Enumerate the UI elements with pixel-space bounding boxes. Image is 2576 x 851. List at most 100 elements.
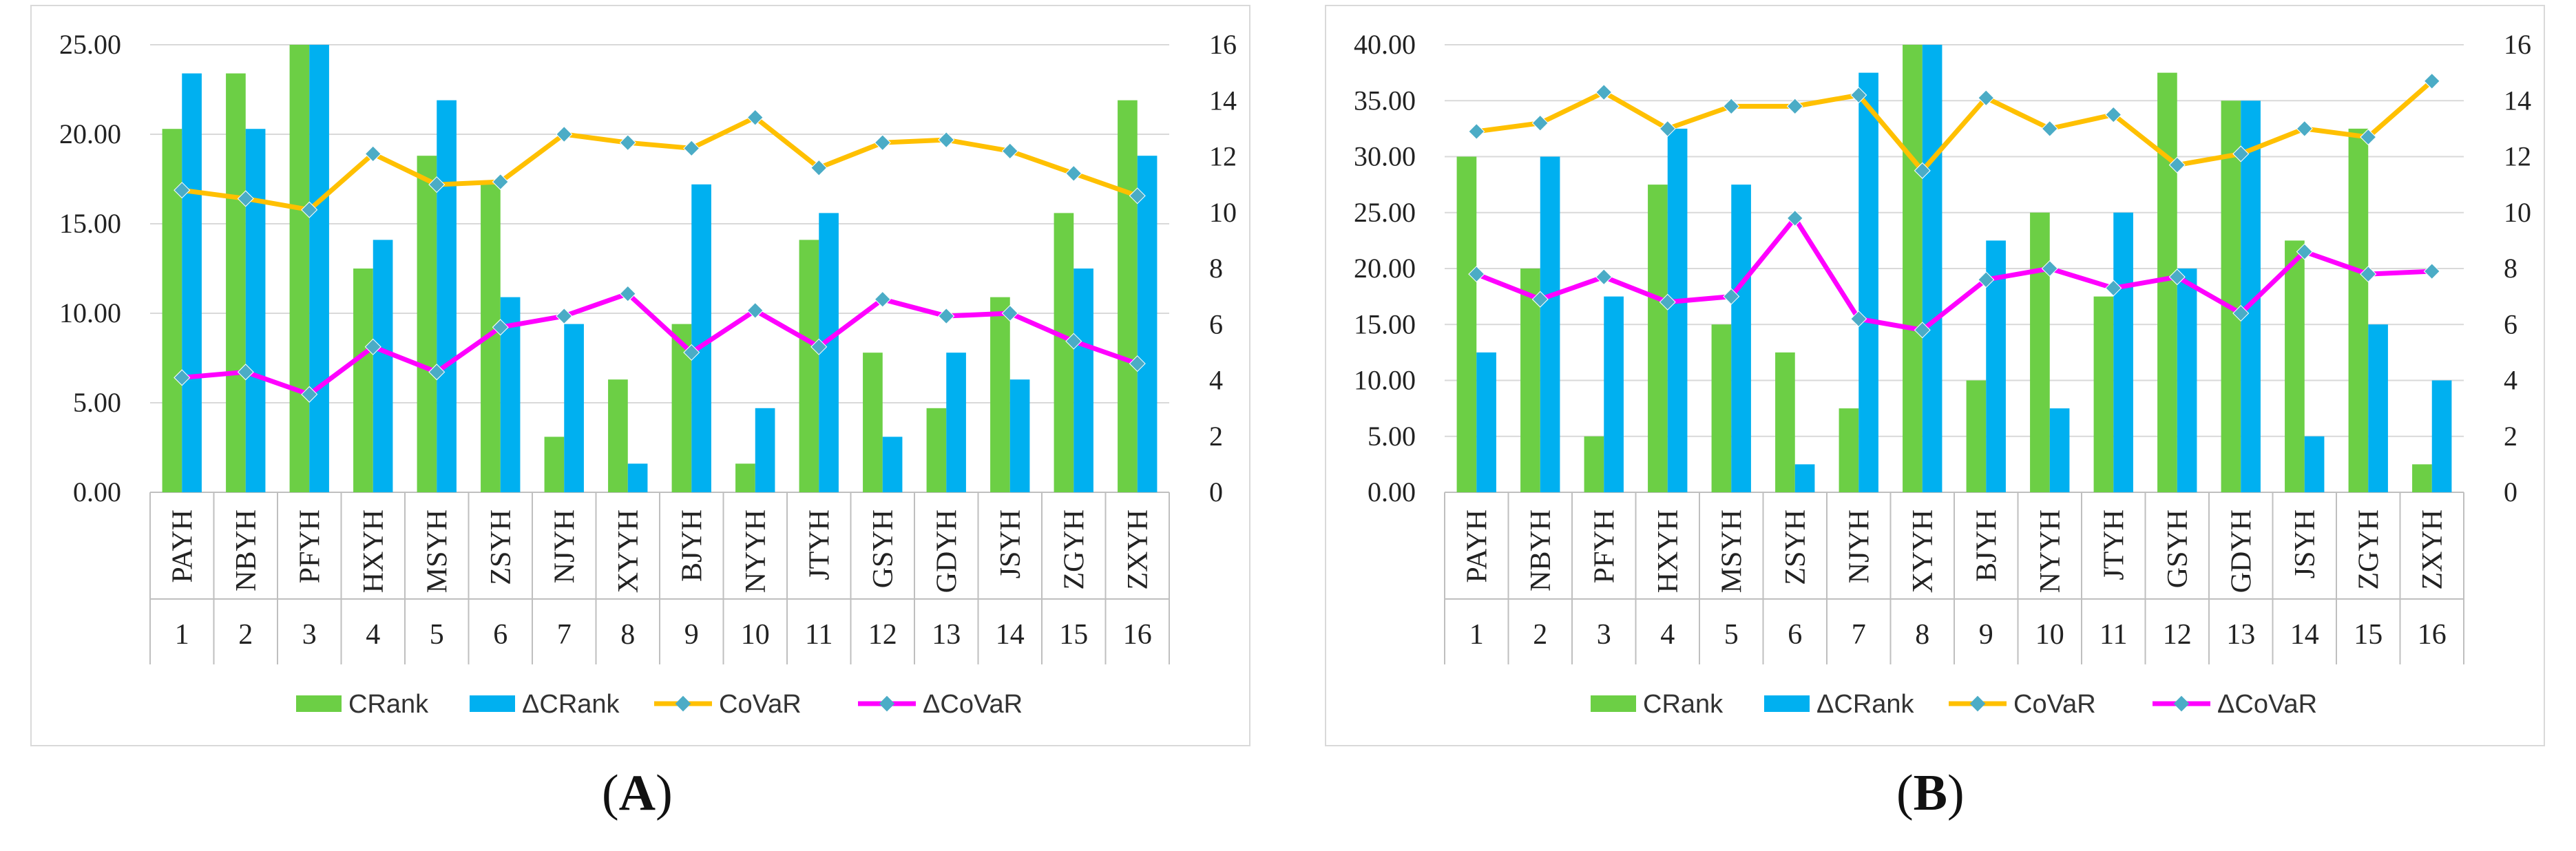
chart-a-bar-dcrank: [564, 324, 584, 492]
chart-b-bar-crank: [1520, 269, 1540, 492]
chart-a-bar-dcrank: [946, 353, 966, 492]
chart-b-bar-crank: [2348, 128, 2369, 492]
chart-b-marker-dcovar: [1786, 209, 1803, 227]
chart-a-bar-crank: [735, 463, 755, 492]
chart-b-bar-crank: [2412, 464, 2432, 492]
chart-b-marker-dcovar: [2296, 243, 2313, 260]
chart-b-bar-dcrank: [1731, 185, 1751, 492]
chart-b-category-label: JTYH: [2098, 509, 2130, 580]
panel-label-b: (B): [1896, 765, 1965, 821]
chart-a-marker-covar: [810, 159, 828, 176]
chart-b-line-dcovar: [1475, 216, 2432, 333]
chart-a-bar-crank: [1118, 100, 1138, 493]
chart-b-marker-covar: [1978, 90, 1995, 107]
chart-b-marker-covar: [1914, 162, 1931, 179]
chart-a-category-index: 2: [238, 619, 253, 651]
chart-a-marker-covar: [364, 145, 381, 162]
chart-a-marker-dcovar: [237, 364, 254, 381]
chart-b-marker-dcovar: [2423, 263, 2440, 280]
chart-b-category-label: GSYH: [2162, 509, 2194, 588]
chart-panel-a: 0.00 5.00 10.00 15.00 20.00 25.00 0 2 4 6 8 10 12 14 1…: [0, 0, 1281, 851]
chart-b-marker-covar: [1659, 120, 1676, 137]
chart-a-category-label: JTYH: [804, 509, 835, 580]
chart-b-bar-dcrank: [1858, 72, 1878, 492]
chart-b-legend-marker-dcovar: [2173, 695, 2190, 712]
chart-b-category-label: ZSYH: [1780, 509, 1812, 585]
chart-b-category-label: ZXYH: [2417, 509, 2449, 590]
chart-a-left-tick-label: 0.00: [73, 476, 121, 507]
chart-a-category-label: HXYH: [358, 509, 390, 593]
chart-b-bar-crank: [1711, 324, 1732, 492]
chart-b-category-index: 10: [2035, 619, 2064, 651]
chart-a-right-tick-label: 8: [1209, 253, 1223, 284]
chart-a-right-tick-label: 10: [1209, 197, 1237, 228]
chart-a-category-index: 8: [620, 619, 635, 651]
chart-b-bar-dcrank: [2304, 436, 2325, 492]
chart-a-bar-dcrank: [755, 408, 775, 492]
chart-a-marker-covar: [746, 109, 764, 126]
chart-a-marker-covar: [874, 134, 891, 151]
chart-a-category-label: NJYH: [549, 509, 580, 583]
chart-b-marker-dcovar: [2360, 266, 2377, 283]
chart-a-left-tick-label: 5.00: [73, 387, 121, 418]
chart-b-marker-covar: [2168, 156, 2186, 174]
chart-a-bar-crank: [544, 437, 565, 492]
chart-a-marker-covar: [492, 174, 509, 191]
chart-a-category-index: 1: [175, 619, 189, 651]
chart-a-right-tick-label: 14: [1209, 85, 1237, 116]
chart-b-right-tick-label: 8: [2504, 253, 2517, 284]
chart-b-marker-covar: [1595, 84, 1613, 101]
chart-b-bar-dcrank: [2113, 212, 2133, 492]
chart-a-category-index: 5: [430, 619, 444, 651]
chart-b-category-label: MSYH: [1716, 509, 1748, 593]
chart-a-bar-dcrank: [819, 213, 839, 492]
chart-b-marker-covar: [1468, 123, 1485, 140]
chart-a-marker-dcovar: [174, 369, 191, 386]
chart-b-line-covar: [1476, 79, 2434, 174]
chart-a-marker-covar: [174, 182, 191, 199]
chart-a-category-index: 7: [557, 619, 572, 651]
chart-a-marker-dcovar: [746, 302, 764, 319]
chart-b-marker-covar: [1786, 98, 1803, 115]
chart-b-category-index: 12: [2163, 619, 2192, 651]
chart-b-legend-marker-covar: [1969, 695, 1986, 712]
chart-b-legend-swatch-dcrank: [1764, 695, 1810, 712]
chart-b-marker-covar: [2296, 120, 2313, 137]
chart-b-left-tick-label: 15.00: [1354, 308, 1416, 339]
chart-b-marker-dcovar: [1914, 322, 1931, 339]
chart-a-category-index: 9: [684, 619, 699, 651]
chart-b-marker-dcovar: [1978, 271, 1995, 288]
chart-a-marker-dcovar: [428, 364, 446, 381]
chart-b-left-tick-label: 0.00: [1368, 476, 1416, 507]
chart-b-bar-dcrank: [1794, 464, 1815, 492]
panel-label-a: (A): [602, 765, 673, 821]
chart-b-marker-dcovar: [2168, 269, 2186, 286]
chart-b-bar-dcrank: [2049, 408, 2070, 492]
chart-b-marker-dcovar: [1468, 266, 1485, 283]
chart-b-bar-crank: [2030, 212, 2050, 492]
chart-b-category-index: 14: [2290, 619, 2319, 651]
chart-b-category-index: 1: [1469, 619, 1484, 651]
chart-a-marker-dcovar: [810, 338, 828, 355]
chart-a-legend-marker-covar: [675, 695, 691, 712]
chart-b-right-tick-label: 16: [2504, 29, 2531, 60]
chart-a-marker-covar: [1129, 187, 1146, 204]
chart-b-bar-dcrank: [1667, 128, 1688, 492]
chart-b-category-label: ZGYH: [2353, 509, 2385, 590]
chart-a-marker-dcovar: [556, 308, 573, 325]
chart-b-marker-dcovar: [1850, 311, 1867, 328]
chart-a-marker-dcovar: [938, 308, 955, 325]
chart-a-category-index: 6: [493, 619, 507, 651]
chart-a-category-index: 11: [805, 619, 833, 651]
chart-a-bar-crank: [1054, 213, 1074, 492]
chart-b-marker-dcovar: [1723, 288, 1740, 305]
chart-b-bar-dcrank: [2177, 269, 2197, 492]
chart-b-right-tick-label: 12: [2504, 141, 2531, 172]
chart-a-left-tick-label: 15.00: [59, 208, 121, 239]
chart-b-marker-dcovar: [1595, 269, 1613, 286]
chart-b-bar-dcrank: [1540, 156, 1560, 492]
chart-a-marker-covar: [556, 125, 573, 143]
chart-a-category-label: ZSYH: [485, 509, 517, 585]
chart-b-category-index: 2: [1533, 619, 1547, 651]
chart-b-bar-crank: [1966, 380, 1987, 492]
